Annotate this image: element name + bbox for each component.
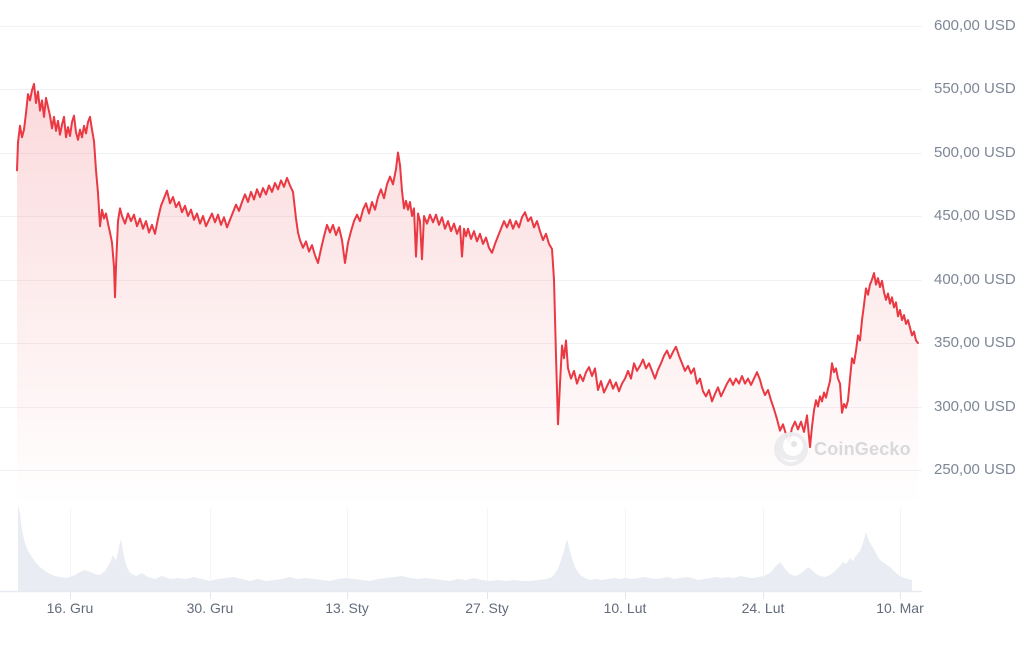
y-axis-label: 600,00 USD xyxy=(934,17,1016,34)
x-axis-label: 24. Lut xyxy=(741,600,785,616)
y-axis-label: 400,00 USD xyxy=(934,271,1016,288)
y-axis-label: 450,00 USD xyxy=(934,207,1016,224)
x-axis-label: 27. Sty xyxy=(465,600,509,616)
y-axis-label: 550,00 USD xyxy=(934,80,1016,97)
x-axis-label: 13. Sty xyxy=(325,600,369,616)
x-axis-label: 10. Lut xyxy=(603,600,647,616)
y-axis-label: 300,00 USD xyxy=(934,398,1016,415)
price-line-series xyxy=(16,82,919,507)
x-axis-label: 16. Gru xyxy=(46,600,94,616)
y-axis-label: 500,00 USD xyxy=(934,144,1016,161)
y-axis-label: 250,00 USD xyxy=(934,461,1016,478)
x-axis-label: 10. Mar xyxy=(876,600,924,616)
volume-subchart xyxy=(0,505,922,593)
y-axis-label: 350,00 USD xyxy=(934,334,1016,351)
x-axis-label: 30. Gru xyxy=(186,600,234,616)
